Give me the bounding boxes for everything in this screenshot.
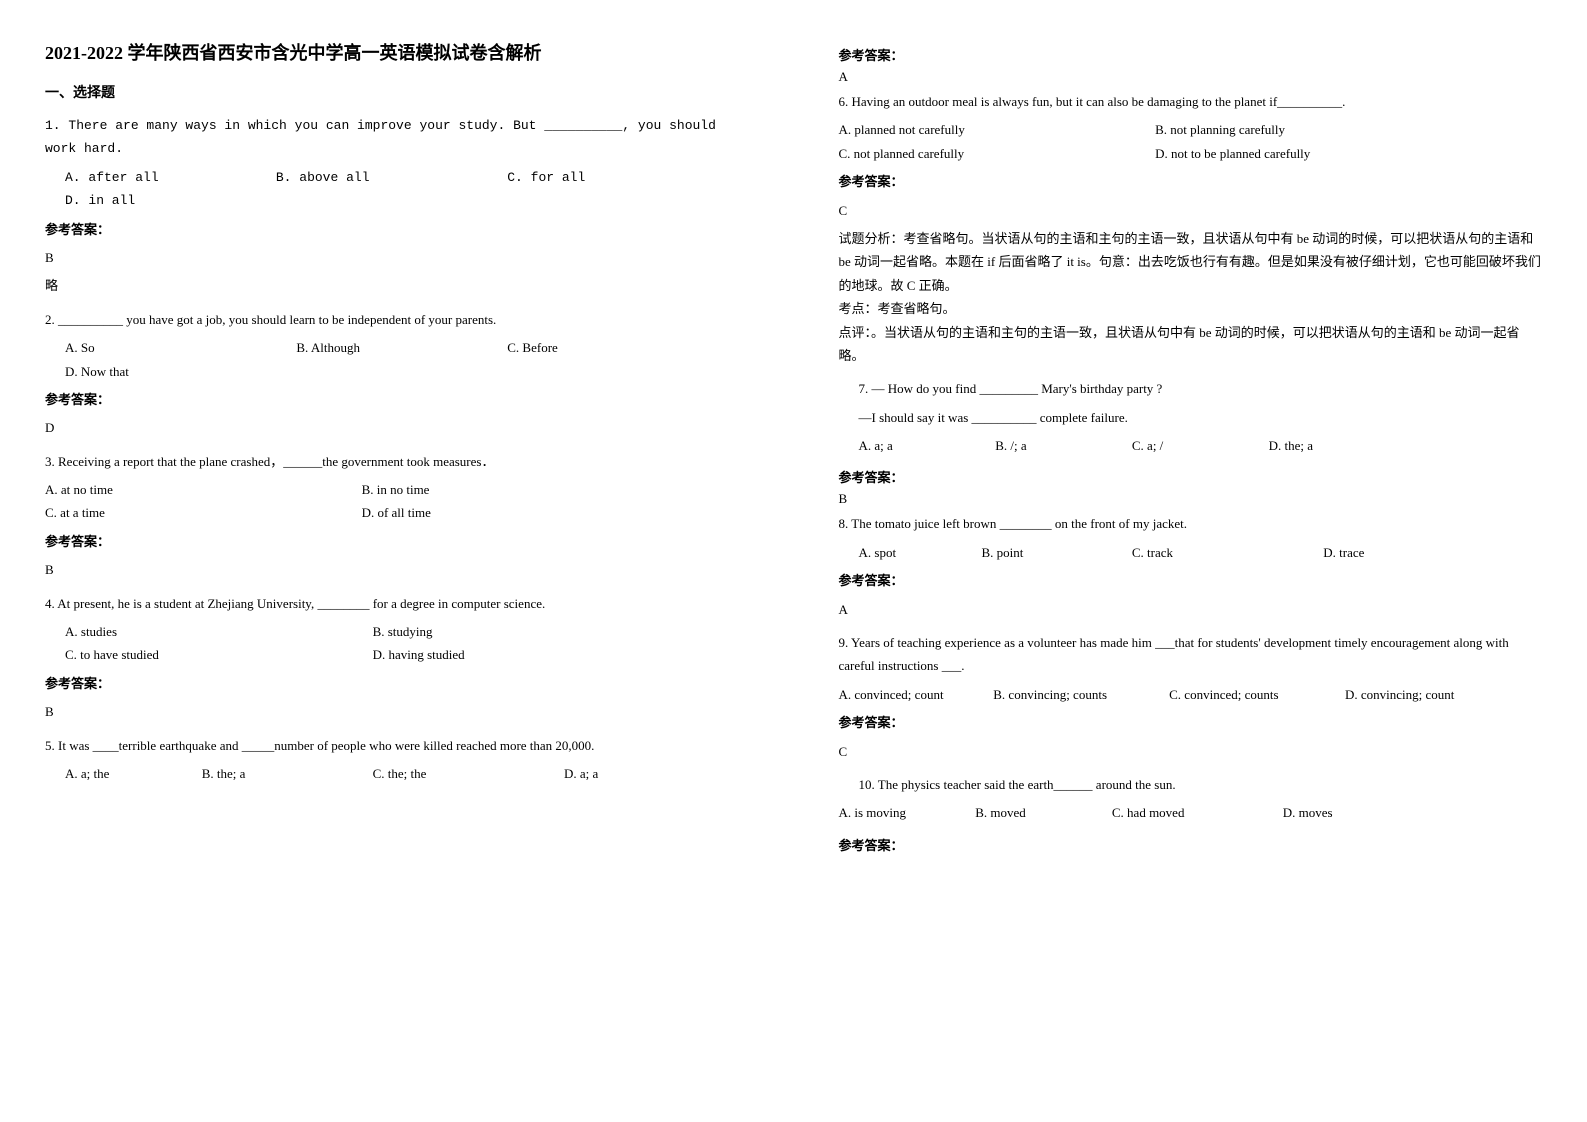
q5-opt-b: B. the; a [202,762,373,785]
q2-opt-c: C. Before [507,336,678,359]
question-2: 2. __________ you have got a job, you sh… [45,308,749,440]
question-6: 6. Having an outdoor meal is always fun,… [839,90,1543,367]
q3-answer: B [45,558,749,581]
q5-options: A. a; the B. the; a C. the; the D. a; a [45,762,749,785]
q6-opt-b: B. not planning carefully [1155,118,1472,141]
section-header: 一、选择题 [45,82,749,102]
q1-opt-a: A. after all [65,166,236,189]
q6-answer-label: 参考答案： [839,170,1543,193]
q2-opt-a: A. So [65,336,256,359]
q8-opt-d: D. trace [1323,541,1460,564]
q2-text: 2. __________ you have got a job, you sh… [45,308,749,331]
q7-answer-label: 参考答案： [839,467,1543,486]
q4-opt-b: B. studying [373,620,681,643]
q6-exp2: 考点：考查省略句。 [839,297,1543,320]
question-1: 1. There are many ways in which you can … [45,114,749,298]
q4-answer-label: 参考答案： [45,672,749,695]
q6-answer: C [839,199,1543,222]
q1-options: A. after all B. above all C. for all D. … [45,166,749,213]
q7-opt-c: C. a; / [1132,434,1269,457]
q3-opt-a: A. at no time [45,478,362,501]
q6-opt-a: A. planned not carefully [839,118,1156,141]
question-5: 5. It was ____terrible earthquake and __… [45,734,749,786]
q8-answer-label: 参考答案： [839,569,1543,592]
q2-answer: D [45,416,749,439]
q7-options: A. a; a B. /; a C. a; / D. the; a [859,434,1543,457]
q10-opt-a: A. is moving [839,801,976,824]
q7-opt-d: D. the; a [1269,434,1406,457]
q9-text: 9. Years of teaching experience as a vol… [839,631,1543,678]
document-title: 2021-2022 学年陕西省西安市含光中学高一英语模拟试卷含解析 [45,40,749,67]
question-9: 9. Years of teaching experience as a vol… [839,631,1543,763]
q5-answer-label: 参考答案： [839,45,1543,64]
q5-answer: A [839,69,1543,85]
q2-answer-label: 参考答案： [45,388,749,411]
q10-options: A. is moving B. moved C. had moved D. mo… [859,801,1543,824]
q1-answer-label: 参考答案： [45,218,749,241]
q3-opt-d: D. of all time [362,501,679,524]
q1-text: 1. There are many ways in which you can … [45,114,749,161]
q4-text: 4. At present, he is a student at Zhejia… [45,592,749,615]
q6-exp1: 试题分析：考查省略句。当状语从句的主语和主句的主语一致，且状语从句中有 be 动… [839,227,1543,297]
left-column: 2021-2022 学年陕西省西安市含光中学高一英语模拟试卷含解析 一、选择题 … [0,0,794,1122]
q7-text2: —I should say it was __________ complete… [859,406,1543,429]
q5-opt-c: C. the; the [373,762,564,785]
q2-opt-d: D. Now that [65,360,168,383]
q6-text: 6. Having an outdoor meal is always fun,… [839,90,1543,113]
q1-opt-d: D. in all [65,189,202,212]
q6-opt-d: D. not to be planned carefully [1155,142,1472,165]
q3-opt-c: C. at a time [45,501,362,524]
q10-text: 10. The physics teacher said the earth__… [859,773,1543,796]
q1-opt-c: C. for all [507,166,657,189]
q9-opt-c: C. convinced; counts [1169,683,1345,706]
q10-opt-b: B. moved [975,801,1112,824]
q3-opt-b: B. in no time [362,478,679,501]
q9-opt-b: B. convincing; counts [993,683,1169,706]
q3-text: 3. Receiving a report that the plane cra… [45,450,749,473]
right-column: 参考答案： A 6. Having an outdoor meal is alw… [794,0,1587,1122]
q7-opt-b: B. /; a [995,434,1132,457]
q4-opt-a: A. studies [65,620,373,643]
q2-opt-b: B. Although [296,336,467,359]
q4-answer: B [45,700,749,723]
q3-options: A. at no time B. in no time C. at a time… [45,478,749,525]
q8-text: 8. The tomato juice left brown ________ … [839,512,1543,535]
q3-answer-label: 参考答案： [45,530,749,553]
q7-opt-a: A. a; a [859,434,996,457]
q5-text: 5. It was ____terrible earthquake and __… [45,734,749,757]
q8-opt-b: B. point [982,541,1132,564]
q2-options: A. So B. Although C. Before D. Now that [45,336,749,383]
q4-options: A. studies B. studying C. to have studie… [45,620,749,667]
q6-exp3: 点评：。当状语从句的主语和主句的主语一致，且状语从句中有 be 动词的时候，可以… [839,321,1543,368]
q10-answer-label: 参考答案： [839,835,1543,854]
q4-opt-d: D. having studied [373,643,681,666]
q6-opt-c: C. not planned carefully [839,142,1156,165]
q1-answer: B [45,246,749,269]
question-4: 4. At present, he is a student at Zhejia… [45,592,749,724]
q10-opt-d: D. moves [1283,801,1420,824]
q8-opt-a: A. spot [859,541,982,564]
q9-answer-label: 参考答案： [839,711,1543,734]
q9-options: A. convinced; count B. convincing; count… [839,683,1543,706]
q1-note: 略 [45,274,749,297]
q9-answer: C [839,740,1543,763]
question-10: 10. The physics teacher said the earth__… [839,773,1543,825]
q7-answer: B [839,491,1543,507]
q8-options: A. spot B. point C. track D. trace [839,541,1543,564]
question-7: 7. — How do you find _________ Mary's bi… [839,377,1543,457]
q5-opt-d: D. a; a [564,762,701,785]
q9-opt-a: A. convinced; count [839,683,994,706]
q6-options: A. planned not carefully B. not planning… [839,118,1543,165]
q8-answer: A [839,598,1543,621]
q8-opt-c: C. track [1132,541,1323,564]
question-8: 8. The tomato juice left brown ________ … [839,512,1543,621]
q9-opt-d: D. convincing; count [1345,683,1521,706]
q5-opt-a: A. a; the [65,762,202,785]
q1-opt-b: B. above all [276,166,467,189]
q4-opt-c: C. to have studied [65,643,373,666]
question-3: 3. Receiving a report that the plane cra… [45,450,749,582]
q10-opt-c: C. had moved [1112,801,1283,824]
q7-text1: 7. — How do you find _________ Mary's bi… [859,377,1543,400]
